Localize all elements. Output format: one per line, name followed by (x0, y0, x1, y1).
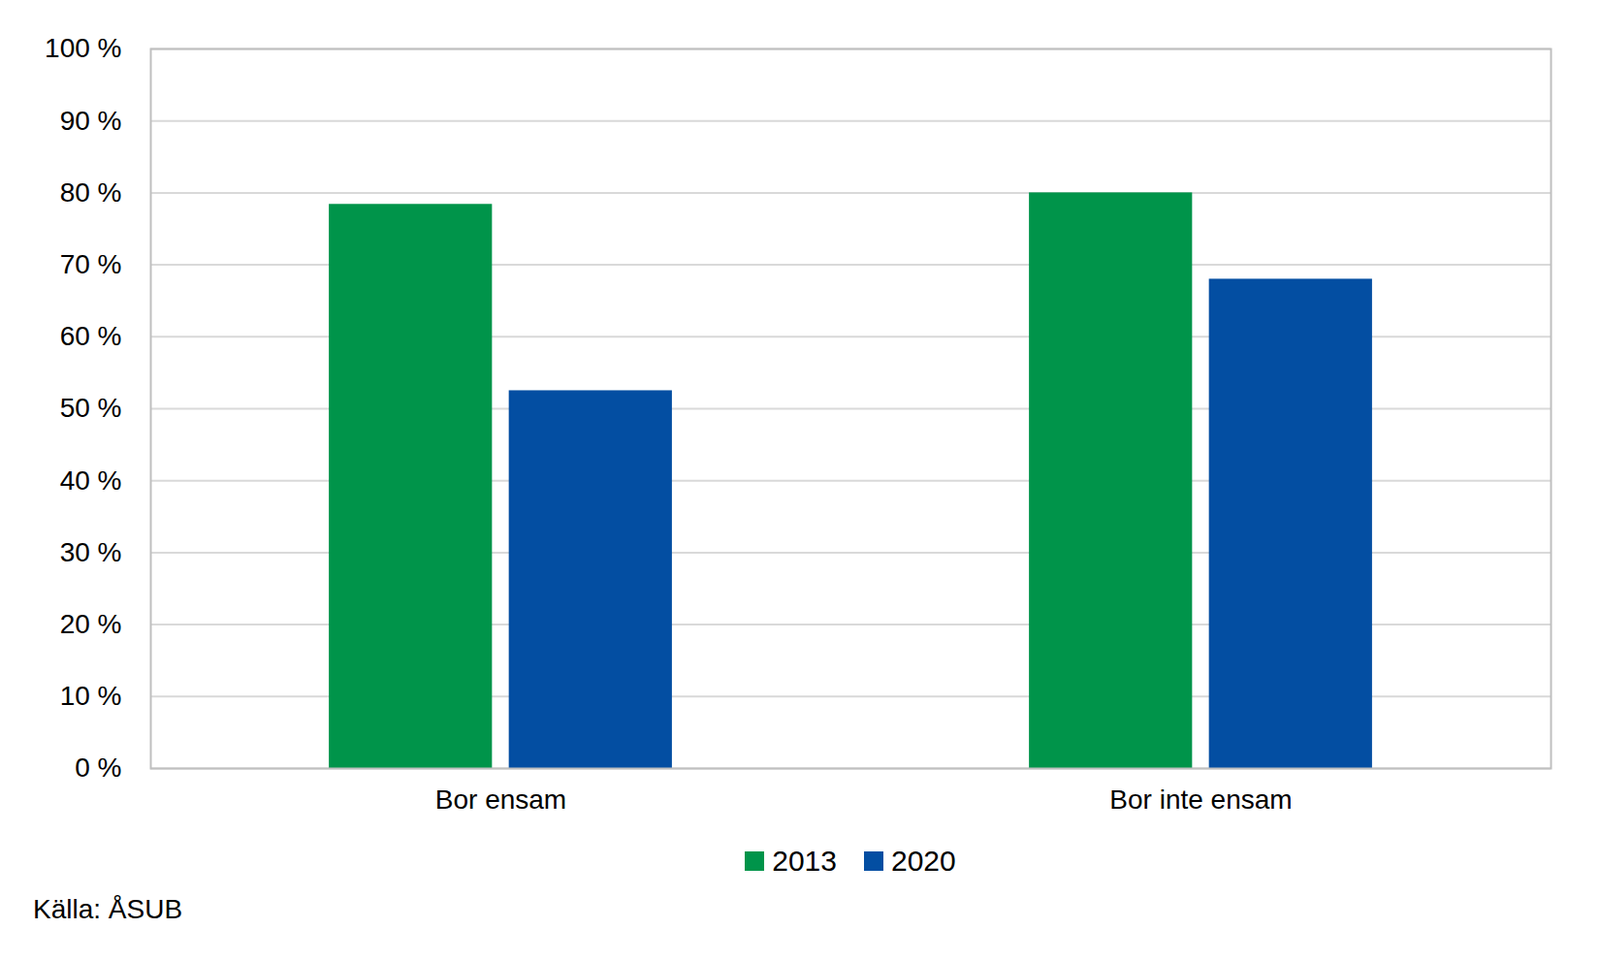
html-text:Källa: ÅSUB: Källa: ÅSUB (32, 894, 183, 925)
html-text:2020: 2020 (891, 844, 956, 877)
svg-text:Bor ensam: Bor ensam (435, 784, 567, 815)
svg-text:30 %: 30 % (60, 537, 123, 568)
svg-text:60 %: 60 % (60, 320, 123, 352)
svg-text:80 %: 80 % (60, 177, 123, 208)
svg-text:90 %: 90 % (60, 105, 123, 136)
svg-text:70 %: 70 % (60, 249, 123, 280)
svg-text:10 %: 10 % (60, 680, 123, 711)
svg-text:100 %: 100 % (44, 32, 122, 64)
svg-text:Bor inte ensam: Bor inte ensam (1109, 784, 1292, 815)
svg-text:0 %: 0 % (74, 752, 122, 783)
svg-text:40 %: 40 % (60, 465, 123, 496)
svg-text:20 %: 20 % (60, 608, 123, 640)
html-text:2013: 2013 (772, 844, 837, 877)
svg-text:50 %: 50 % (60, 392, 123, 423)
